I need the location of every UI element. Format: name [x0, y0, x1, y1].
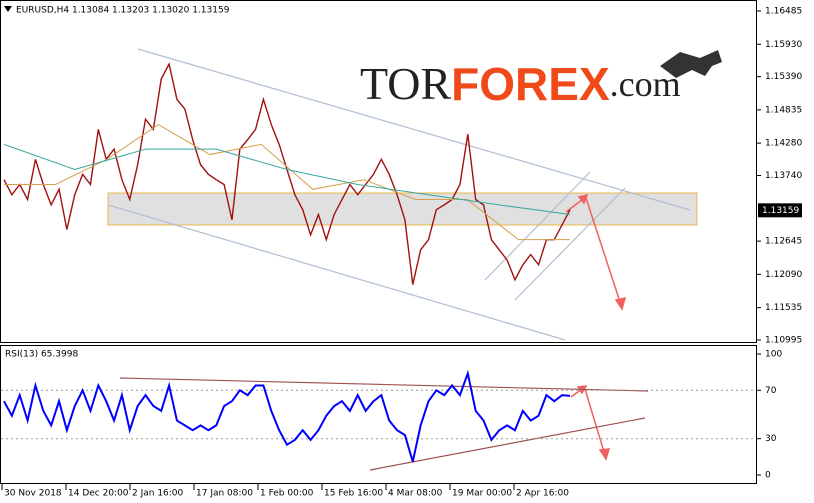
x-tick-label: 14 Dec 20:00	[68, 489, 129, 499]
logo-text: TORFOREX.com	[360, 58, 681, 111]
rsi-trendlines	[119, 377, 649, 471]
y-tick-label: 1.10995	[765, 336, 802, 346]
y-tick-label: 1.15930	[765, 40, 802, 50]
arrow-down	[585, 197, 621, 303]
x-tick-label: 4 Mar 08:00	[388, 489, 443, 499]
y-tick-label: 1.16485	[765, 7, 802, 17]
y-tick-label: 1.12090	[765, 270, 802, 280]
logo-prefix: TOR	[360, 58, 451, 109]
rsi-arrow-down	[584, 388, 605, 453]
current-price-box	[758, 203, 802, 218]
series-line	[3, 143, 571, 215]
y-tick-label: 100	[765, 349, 782, 359]
y-tick-label: 1.14835	[765, 105, 802, 115]
logo-bull	[660, 50, 722, 78]
collapse-icon	[4, 6, 12, 12]
current-price-label: 1.13159	[762, 206, 799, 216]
logo-main: FOREX	[451, 58, 610, 110]
x-tick-label: 2 Jan 16:00	[132, 489, 184, 499]
y-tick-label: 30	[765, 434, 777, 444]
x-tick-label: 17 Jan 08:00	[196, 489, 253, 499]
x-tick-label: 2 Apr 16:00	[516, 489, 569, 499]
forecast-arrows	[565, 193, 627, 461]
arrow-head	[614, 296, 627, 311]
resistance-zone	[107, 192, 698, 226]
arrow-head	[598, 448, 611, 461]
small-channel-lower	[514, 187, 626, 301]
channel-upper	[137, 48, 691, 211]
y-tick-label: 1.12645	[765, 237, 802, 247]
x-tick-label: 1 Feb 00:00	[260, 489, 314, 499]
rsi-trend-upper	[119, 377, 649, 392]
x-tick-label: 15 Feb 16:00	[324, 489, 383, 499]
y-tick-label: 0	[765, 471, 771, 481]
logo: TORFOREX.com	[360, 50, 722, 110]
arrow-up	[565, 198, 584, 213]
y-tick-label: 70	[765, 386, 777, 396]
arrow-head	[577, 193, 589, 205]
y-tick-label: 1.15390	[765, 72, 802, 82]
y-tick-label: 1.13740	[765, 171, 802, 181]
series-line	[3, 369, 571, 462]
x-tick-label: 30 Nov 2018	[4, 489, 62, 499]
y-tick-label: 1.14280	[765, 139, 802, 149]
channel-lower	[107, 204, 566, 341]
rsi-title: RSI(13) 65.3998	[5, 350, 78, 360]
x-tick-label: 19 Mar 00:00	[452, 489, 512, 499]
price-title: EURUSD,H4 1.13084 1.13203 1.13020 1.1315…	[16, 6, 230, 16]
rsi-trend-lower	[369, 417, 646, 471]
small-channel-upper	[484, 171, 591, 281]
rsi-panel	[0, 345, 757, 484]
price-panel	[0, 0, 757, 343]
y-tick-label: 1.11535	[765, 303, 802, 313]
channels	[107, 48, 691, 341]
series-line	[4, 123, 570, 241]
